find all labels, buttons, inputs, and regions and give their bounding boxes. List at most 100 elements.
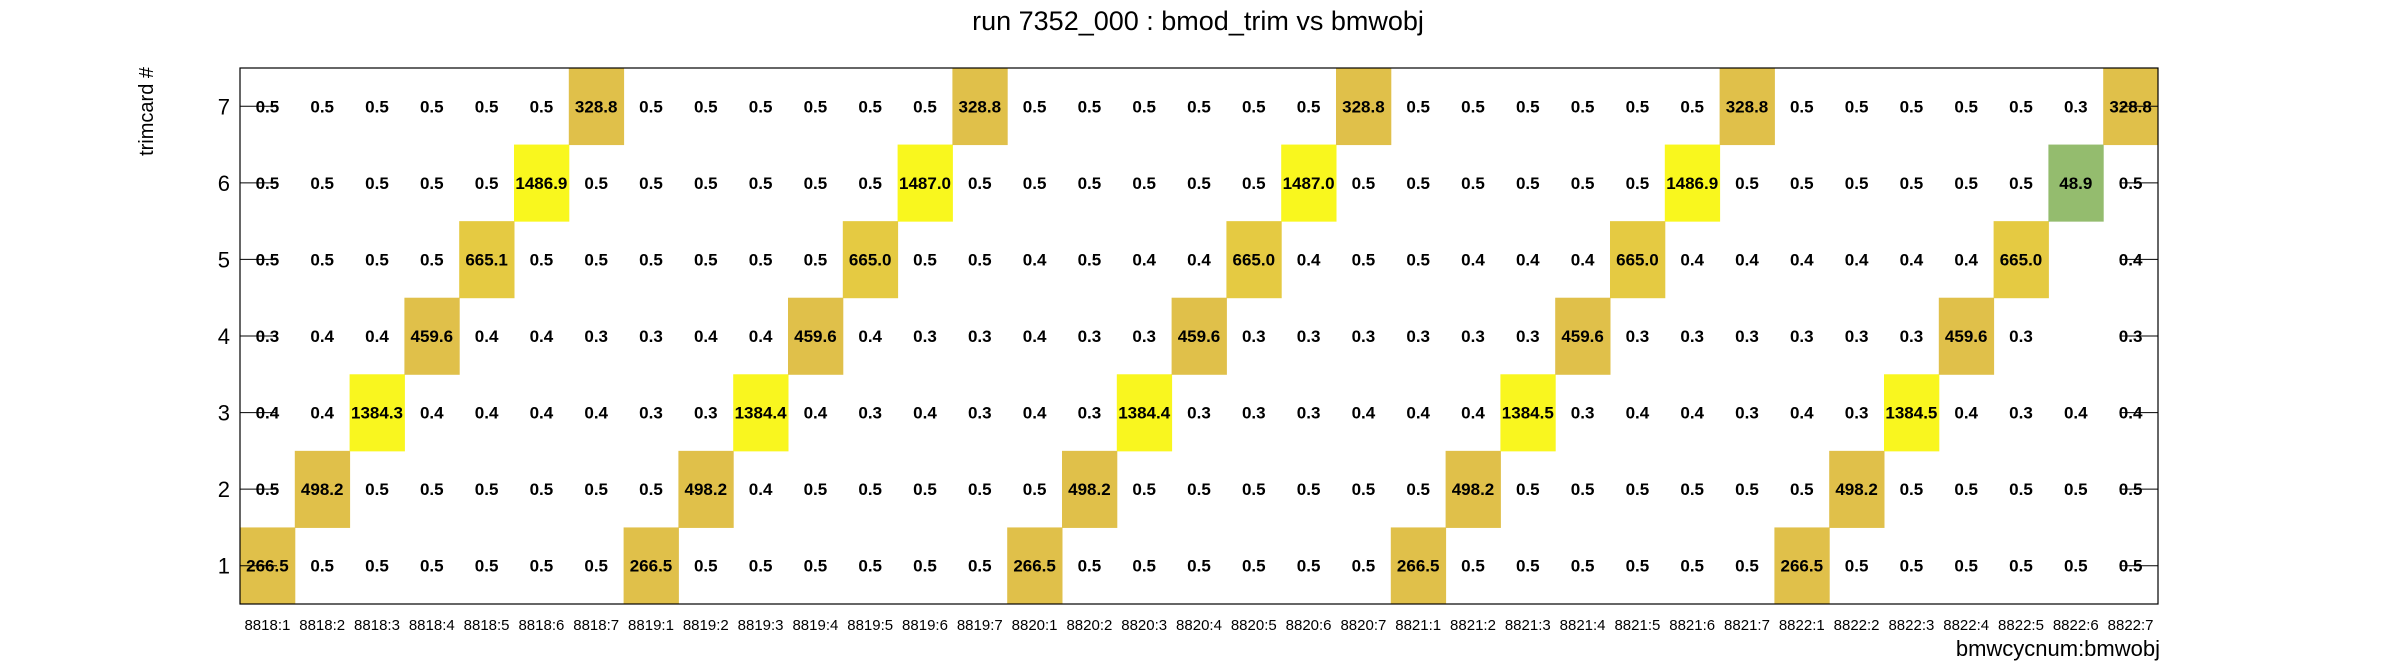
cell-value-label: 0.5 <box>1680 97 1704 116</box>
cell-value-label: 0.5 <box>694 557 718 576</box>
x-tick-label: 8819:7 <box>957 617 1003 634</box>
cell-value-label: 0.3 <box>858 404 882 423</box>
cell-value-label: 0.5 <box>1626 97 1650 116</box>
cell-value-label: 0.5 <box>1461 174 1485 193</box>
cell-value-label: 0.4 <box>1187 250 1211 269</box>
y-axis-label: trimcard # <box>136 66 158 156</box>
cell-value-label: 0.4 <box>749 327 773 346</box>
cell-value-label: 459.6 <box>1561 327 1604 346</box>
cell-value-label: 1384.5 <box>1885 404 1937 423</box>
cell-value-label: 0.5 <box>1023 480 1047 499</box>
cell-value-label: 0.5 <box>365 174 389 193</box>
cell-value-label: 0.5 <box>749 97 773 116</box>
cell-value-label: 0.5 <box>1132 557 1156 576</box>
cell-value-label: 0.5 <box>1352 250 1376 269</box>
cell-value-label: 0.3 <box>1187 404 1211 423</box>
cell-value-label: 0.5 <box>694 97 718 116</box>
cell-value-label: 0.5 <box>256 174 280 193</box>
y-tick-label: 7 <box>218 94 230 119</box>
cell-value-label: 0.5 <box>1680 557 1704 576</box>
cell-value-label: 0.5 <box>639 174 663 193</box>
cell-value-label: 0.3 <box>1078 327 1102 346</box>
cell-value-label: 0.5 <box>1297 480 1321 499</box>
cell-value-label: 0.5 <box>1626 480 1650 499</box>
cell-value-label: 0.3 <box>1352 327 1376 346</box>
chart-title: run 7352_000 : bmod_trim vs bmwobj <box>972 6 1424 36</box>
cell-value-label: 0.5 <box>968 557 992 576</box>
heatmap-cell <box>1116 374 1173 452</box>
x-tick-label: 8818:3 <box>354 617 400 634</box>
cell-value-label: 0.4 <box>310 327 334 346</box>
cell-value-label: 0.4 <box>1297 250 1321 269</box>
x-tick-label: 8822:3 <box>1888 617 1934 634</box>
x-tick-label: 8822:2 <box>1834 617 1880 634</box>
cell-value-label: 0.4 <box>1790 404 1814 423</box>
heatmap-cell <box>678 450 734 528</box>
cell-value-label: 0.5 <box>1297 557 1321 576</box>
cell-value-label: 665.0 <box>1616 250 1659 269</box>
cell-value-label: 0.5 <box>530 557 554 576</box>
cell-value-label: 0.5 <box>584 250 608 269</box>
x-tick-label: 8820:1 <box>1012 617 1058 634</box>
cell-value-label: 0.5 <box>1187 174 1211 193</box>
cell-value-label: 0.5 <box>1132 174 1156 193</box>
cell-value-label: 0.5 <box>1845 174 1869 193</box>
cell-value-label: 1486.9 <box>515 174 567 193</box>
heatmap-cell <box>1829 450 1885 528</box>
cell-value-label: 459.6 <box>1945 327 1988 346</box>
cell-value-label: 0.3 <box>1626 327 1650 346</box>
cell-value-label: 0.4 <box>1954 404 1978 423</box>
cell-value-label: 0.5 <box>310 557 334 576</box>
cell-value-label: 0.4 <box>1845 250 1869 269</box>
cell-value-label: 0.4 <box>1626 404 1650 423</box>
cell-value-label: 0.5 <box>1242 97 1266 116</box>
cell-value-label: 0.5 <box>256 250 280 269</box>
cell-value-label: 0.4 <box>475 327 499 346</box>
heatmap-cell <box>1664 144 1721 222</box>
x-tick-label: 8822:7 <box>2108 617 2154 634</box>
cell-value-label: 0.5 <box>1078 250 1102 269</box>
cell-value-label: 0.5 <box>365 250 389 269</box>
cell-value-label: 0.5 <box>858 480 882 499</box>
cell-value-label: 0.5 <box>858 174 882 193</box>
heatmap-cell <box>897 144 953 222</box>
cell-value-label: 0.5 <box>1735 557 1759 576</box>
cell-value-label: 0.5 <box>913 250 937 269</box>
cell-value-label: 0.5 <box>1735 174 1759 193</box>
cell-value-label: 0.4 <box>1023 250 1047 269</box>
cell-value-label: 0.4 <box>1461 404 1485 423</box>
cell-value-label: 0.5 <box>2119 557 2143 576</box>
cell-value-label: 0.4 <box>1680 250 1704 269</box>
cell-value-label: 0.5 <box>365 97 389 116</box>
cell-value-label: 0.4 <box>1516 250 1540 269</box>
heatmap-cell <box>623 527 679 605</box>
cell-value-label: 0.5 <box>1954 97 1978 116</box>
x-tick-label: 8818:7 <box>573 617 619 634</box>
cell-value-label: 0.5 <box>1352 174 1376 193</box>
cell-value-label: 0.3 <box>2119 327 2143 346</box>
cell-value-label: 0.3 <box>584 327 608 346</box>
cell-value-label: 0.5 <box>420 250 444 269</box>
y-tick-label: 4 <box>218 324 230 349</box>
heatmap-cell <box>1719 68 1775 146</box>
cell-value-label: 0.3 <box>1078 404 1102 423</box>
cell-value-label: 0.5 <box>475 174 499 193</box>
heatmap-cell <box>952 68 1008 146</box>
cell-value-label: 0.5 <box>1023 174 1047 193</box>
cell-value-label: 0.3 <box>1735 327 1759 346</box>
cell-value-label: 665.0 <box>849 250 892 269</box>
cell-value-label: 1384.4 <box>1118 404 1171 423</box>
cell-value-label: 0.4 <box>804 404 828 423</box>
x-tick-label: 8821:4 <box>1560 617 1606 634</box>
cell-value-label: 0.5 <box>968 174 992 193</box>
cell-value-label: 0.5 <box>804 174 828 193</box>
cell-value-label: 266.5 <box>1013 557 1056 576</box>
cell-value-label: 0.3 <box>2009 404 2033 423</box>
cell-value-label: 0.5 <box>1516 174 1540 193</box>
heatmap-cell <box>568 68 625 146</box>
cell-value-label: 0.4 <box>2064 404 2088 423</box>
cell-value-label: 0.3 <box>1571 404 1595 423</box>
cell-value-label: 0.4 <box>694 327 718 346</box>
heatmap-cell <box>349 374 405 452</box>
cell-value-label: 0.5 <box>1571 557 1595 576</box>
